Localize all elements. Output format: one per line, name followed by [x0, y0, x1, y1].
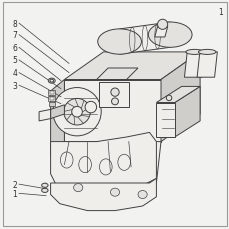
Text: 1: 1 — [13, 189, 17, 198]
Text: 3: 3 — [13, 81, 17, 90]
Circle shape — [53, 88, 101, 136]
Polygon shape — [50, 133, 156, 195]
Circle shape — [111, 98, 118, 105]
Bar — [48, 96, 55, 101]
Polygon shape — [64, 80, 160, 142]
Bar — [49, 97, 54, 100]
Circle shape — [157, 20, 167, 30]
Ellipse shape — [198, 50, 215, 55]
Polygon shape — [98, 82, 128, 108]
Polygon shape — [174, 87, 199, 137]
Ellipse shape — [137, 191, 147, 199]
Ellipse shape — [117, 155, 130, 171]
Circle shape — [110, 89, 119, 97]
Text: 5: 5 — [13, 56, 17, 65]
Ellipse shape — [48, 79, 55, 84]
Polygon shape — [156, 103, 174, 137]
Circle shape — [85, 102, 96, 113]
Text: 1: 1 — [217, 8, 222, 17]
Polygon shape — [154, 27, 167, 38]
Polygon shape — [50, 80, 64, 156]
Ellipse shape — [148, 23, 191, 48]
Bar — [48, 90, 55, 95]
Bar — [49, 92, 54, 94]
Bar — [49, 103, 55, 106]
Polygon shape — [156, 87, 199, 103]
Ellipse shape — [79, 157, 91, 173]
Polygon shape — [50, 179, 156, 211]
Ellipse shape — [41, 188, 48, 193]
Circle shape — [71, 107, 82, 117]
Ellipse shape — [41, 183, 48, 188]
Ellipse shape — [185, 50, 202, 55]
Text: 4: 4 — [13, 69, 17, 78]
Polygon shape — [184, 53, 204, 78]
Polygon shape — [64, 142, 160, 183]
Ellipse shape — [60, 152, 73, 168]
Polygon shape — [64, 53, 199, 80]
Polygon shape — [39, 110, 50, 121]
Polygon shape — [96, 69, 137, 80]
Polygon shape — [160, 53, 199, 142]
Ellipse shape — [73, 184, 82, 192]
Circle shape — [63, 99, 90, 125]
Text: 8: 8 — [13, 19, 17, 29]
Text: 6: 6 — [13, 44, 17, 53]
Ellipse shape — [99, 159, 112, 175]
Ellipse shape — [50, 80, 53, 83]
Ellipse shape — [97, 30, 141, 55]
Polygon shape — [196, 53, 216, 78]
Ellipse shape — [110, 188, 119, 196]
Circle shape — [166, 96, 171, 101]
Text: 7: 7 — [13, 31, 17, 40]
Text: 2: 2 — [13, 180, 17, 189]
Polygon shape — [50, 105, 64, 119]
Polygon shape — [119, 23, 169, 55]
